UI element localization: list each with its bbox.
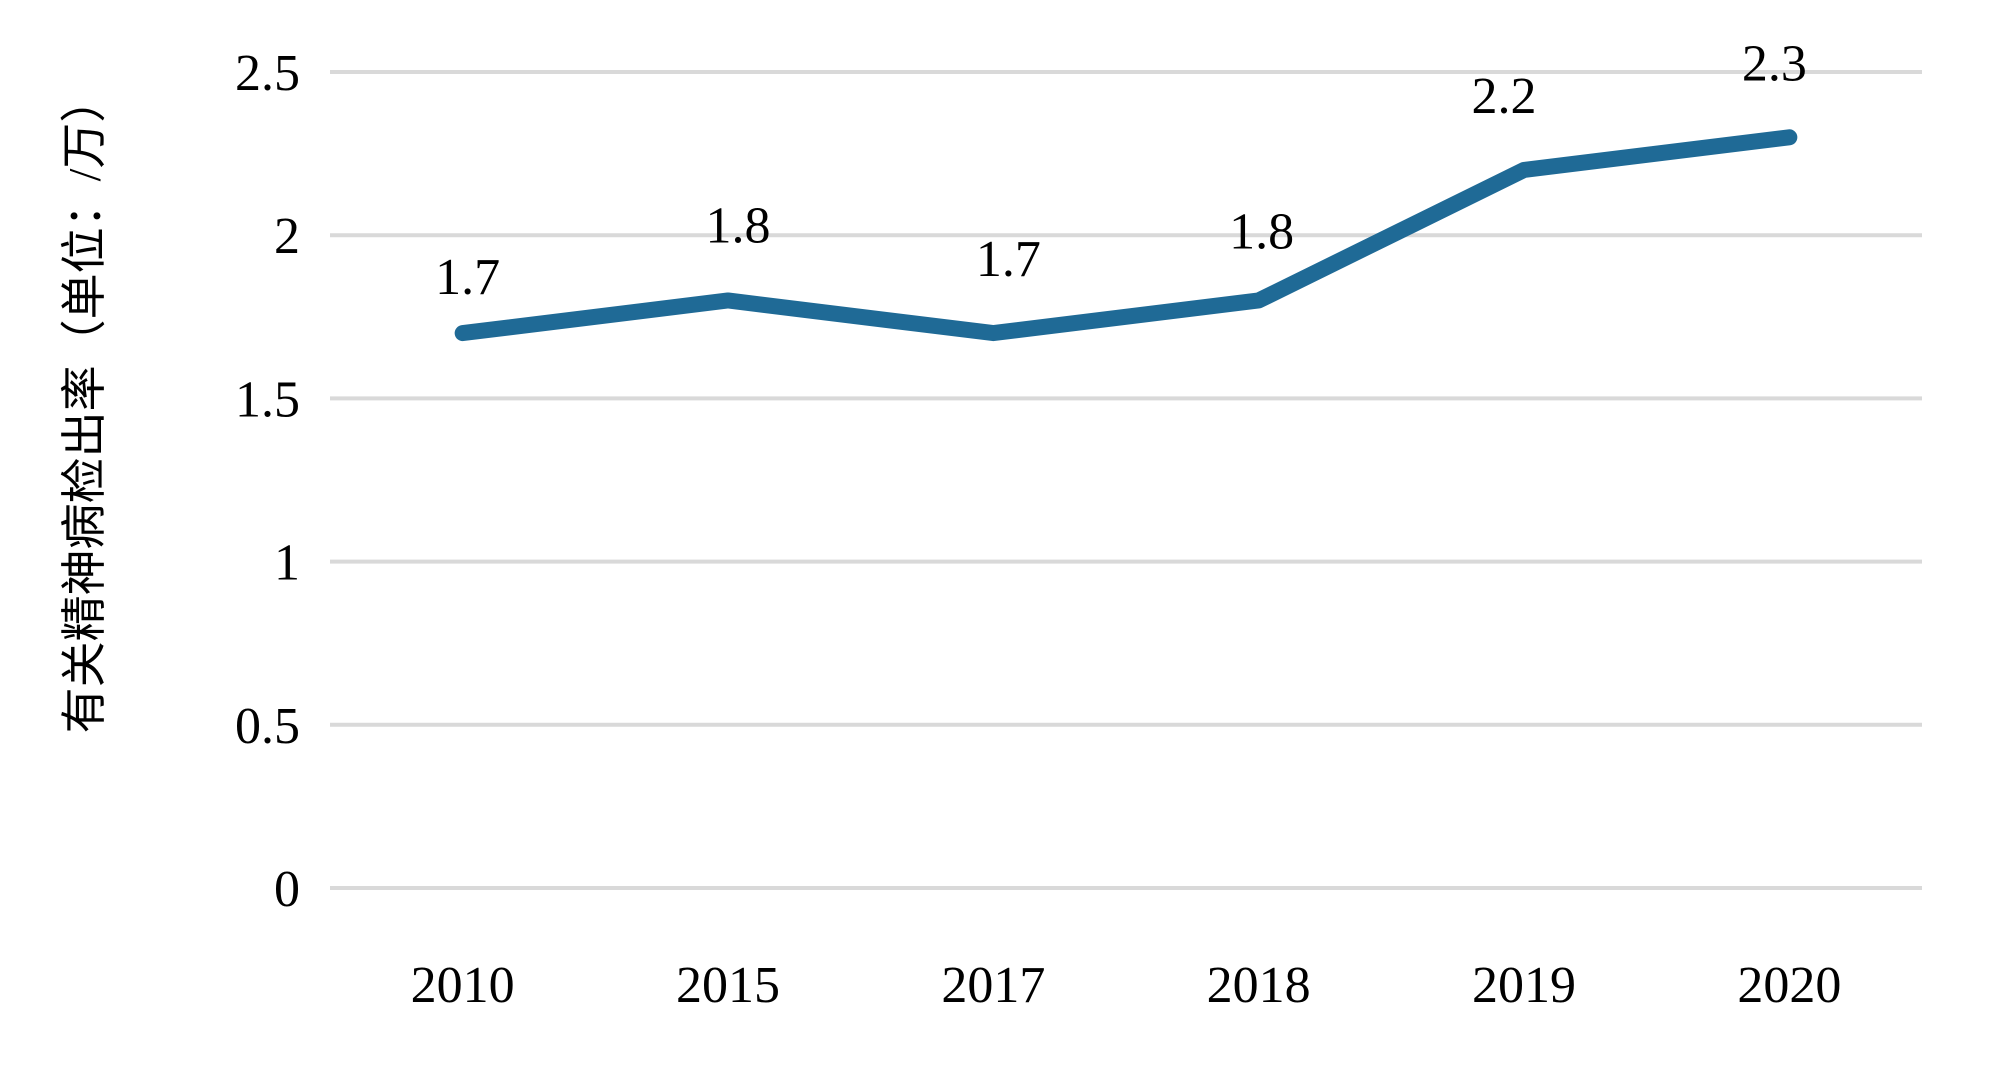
x-tick-label: 2019: [1472, 957, 1576, 1014]
y-tick-label: 2: [274, 208, 300, 265]
data-point-label: 1.7: [976, 231, 1041, 288]
y-tick-label: 2.5: [235, 45, 300, 102]
x-tick-label: 2015: [676, 957, 780, 1014]
y-tick-label: 1: [274, 535, 300, 592]
y-tick-label: 0: [274, 861, 300, 918]
x-tick-label: 2020: [1737, 957, 1841, 1014]
x-axis-tick-labels: 2010 2015 2017 2018 2019 2020: [411, 957, 1842, 1014]
y-axis-title: 有关精神病检出率（单位：/万）: [59, 77, 110, 734]
x-tick-label: 2017: [941, 957, 1045, 1014]
x-tick-label: 2018: [1207, 957, 1311, 1014]
x-tick-label: 2010: [411, 957, 515, 1014]
data-point-label: 2.3: [1742, 35, 1807, 92]
data-point-label: 1.8: [706, 197, 771, 254]
series-line-group: [454, 129, 1798, 342]
y-tick-label: 1.5: [235, 371, 300, 428]
y-tick-label: 0.5: [235, 698, 300, 755]
y-axis-tick-labels: 2.5 2 1.5 1 0.5 0: [235, 45, 300, 918]
gridlines: [330, 70, 1922, 890]
data-point-label: 1.7: [435, 249, 500, 306]
data-labels: 1.7 1.8 1.7 1.8 2.2 2.3: [435, 35, 1807, 306]
data-point-label: 2.2: [1472, 68, 1537, 125]
series-line: [454, 129, 1798, 342]
data-point-label: 1.8: [1229, 203, 1294, 260]
